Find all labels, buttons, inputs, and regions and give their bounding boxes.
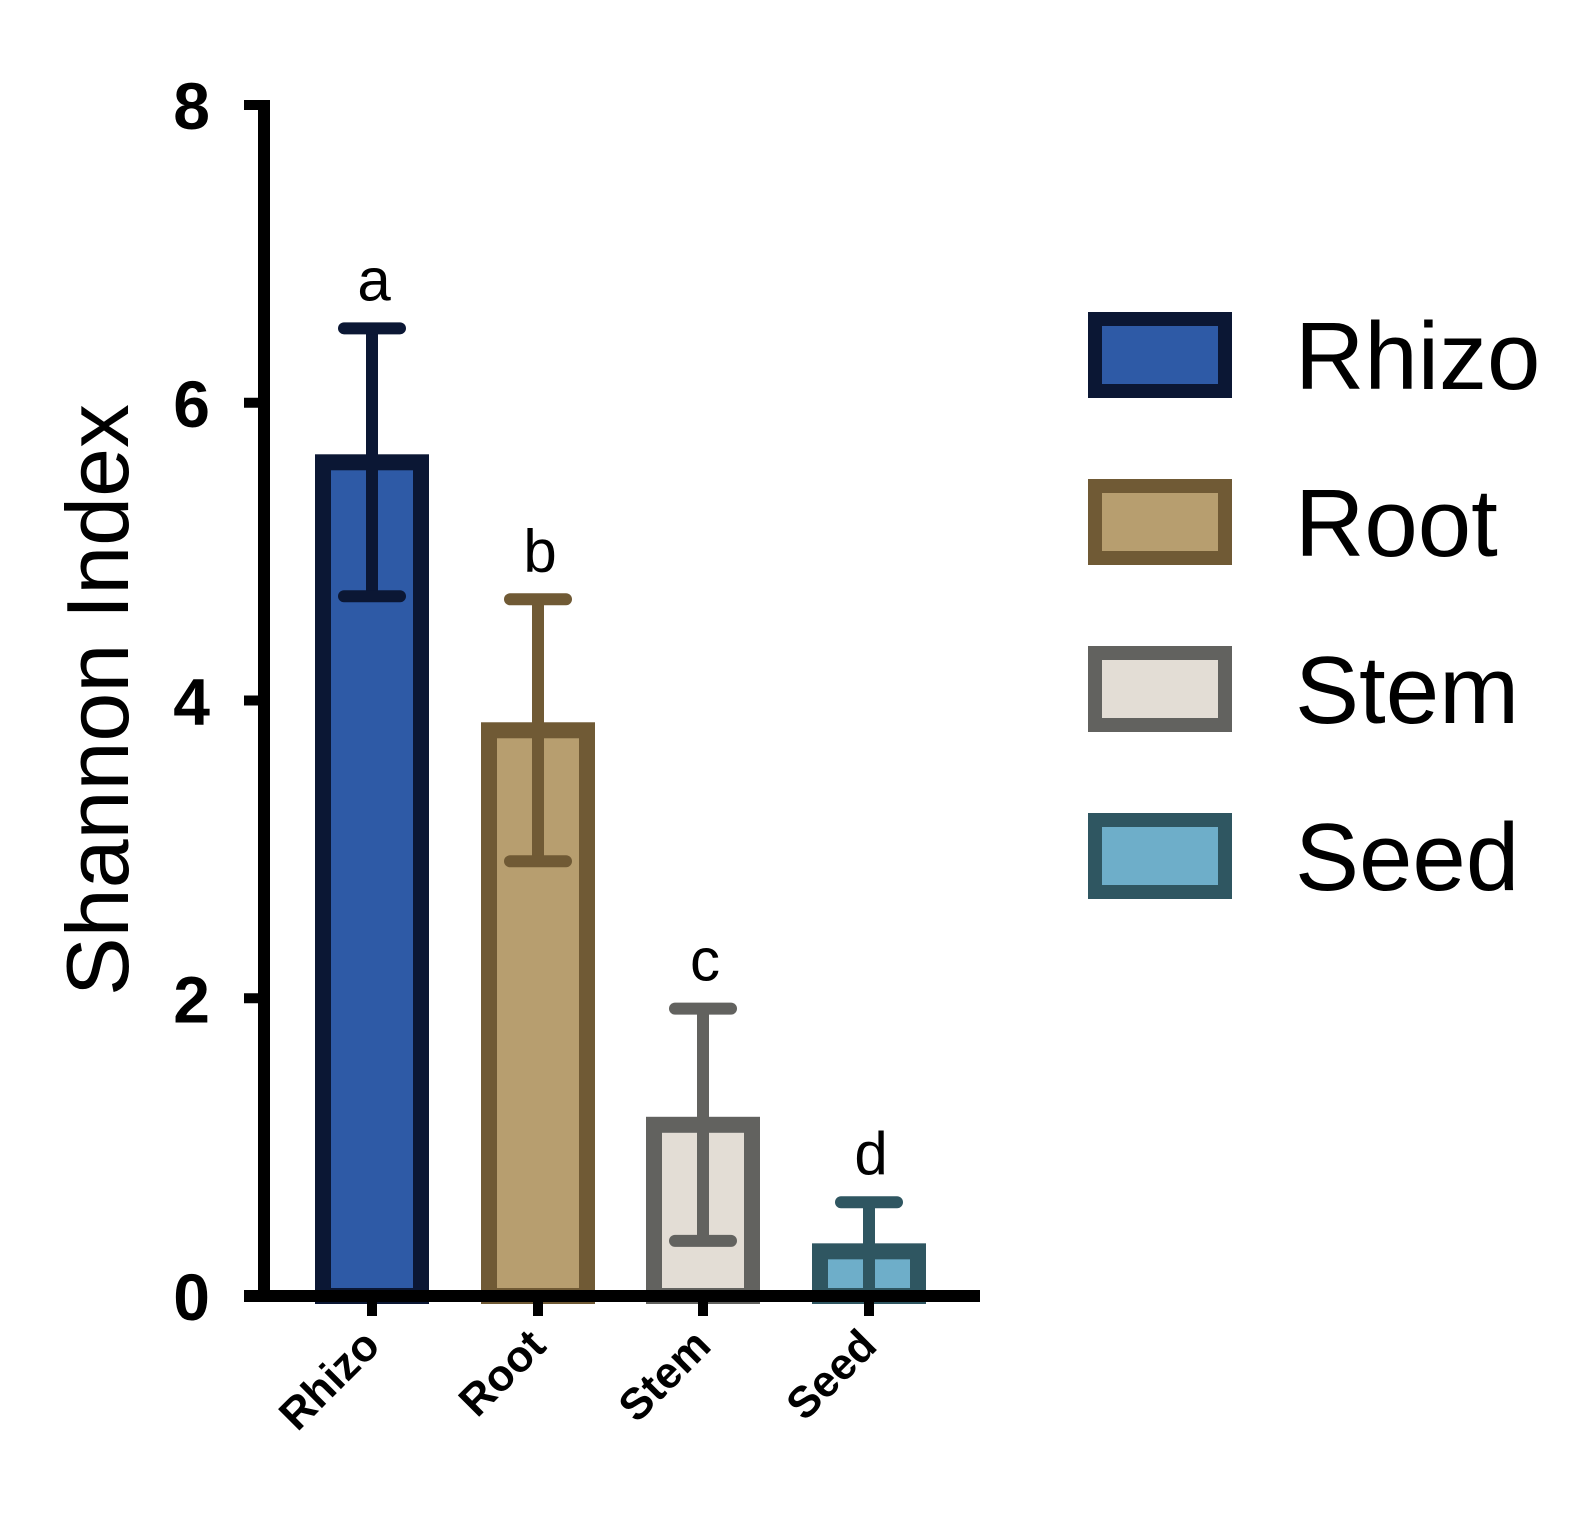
error-bar-rhizo bbox=[338, 322, 406, 603]
legend-swatch bbox=[1088, 646, 1232, 732]
legend-item-root: Root bbox=[1088, 470, 1498, 577]
significance-letter: a bbox=[357, 246, 391, 313]
legend-swatch bbox=[1088, 312, 1232, 398]
legend-item-seed: Seed bbox=[1088, 804, 1519, 911]
legend-label: Rhizo bbox=[1295, 303, 1540, 410]
significance-labels: a b c d bbox=[357, 246, 887, 1187]
significance-letter: b bbox=[523, 517, 556, 584]
legend: Rhizo Root Stem Seed bbox=[1088, 303, 1540, 911]
x-tick-label: Rhizo bbox=[270, 1320, 389, 1439]
y-axis-label: Shannon Index bbox=[48, 404, 147, 996]
x-ticks: Rhizo Root Stem Seed bbox=[270, 1296, 886, 1440]
y-tick-label: 6 bbox=[173, 367, 210, 441]
y-tick-label: 0 bbox=[173, 1260, 210, 1334]
x-tick-label: Stem bbox=[609, 1320, 720, 1431]
bars bbox=[315, 322, 926, 1305]
legend-item-stem: Stem bbox=[1088, 637, 1519, 744]
y-ticks: 0 2 4 6 8 bbox=[173, 69, 264, 1334]
x-tick-label: Root bbox=[450, 1320, 556, 1426]
legend-swatch bbox=[1088, 479, 1232, 565]
y-tick-label: 4 bbox=[173, 665, 210, 739]
x-tick-label: Seed bbox=[777, 1320, 886, 1429]
legend-label: Root bbox=[1295, 470, 1498, 577]
legend-label: Stem bbox=[1295, 637, 1519, 744]
error-bar-stem bbox=[669, 1002, 737, 1247]
y-tick-label: 8 bbox=[173, 69, 210, 143]
legend-swatch bbox=[1088, 813, 1232, 899]
significance-letter: d bbox=[854, 1120, 887, 1187]
error-bar-root bbox=[504, 593, 572, 868]
legend-item-rhizo: Rhizo bbox=[1088, 303, 1540, 410]
significance-letter: c bbox=[690, 927, 720, 994]
y-tick-label: 2 bbox=[173, 962, 210, 1036]
legend-label: Seed bbox=[1295, 804, 1519, 911]
